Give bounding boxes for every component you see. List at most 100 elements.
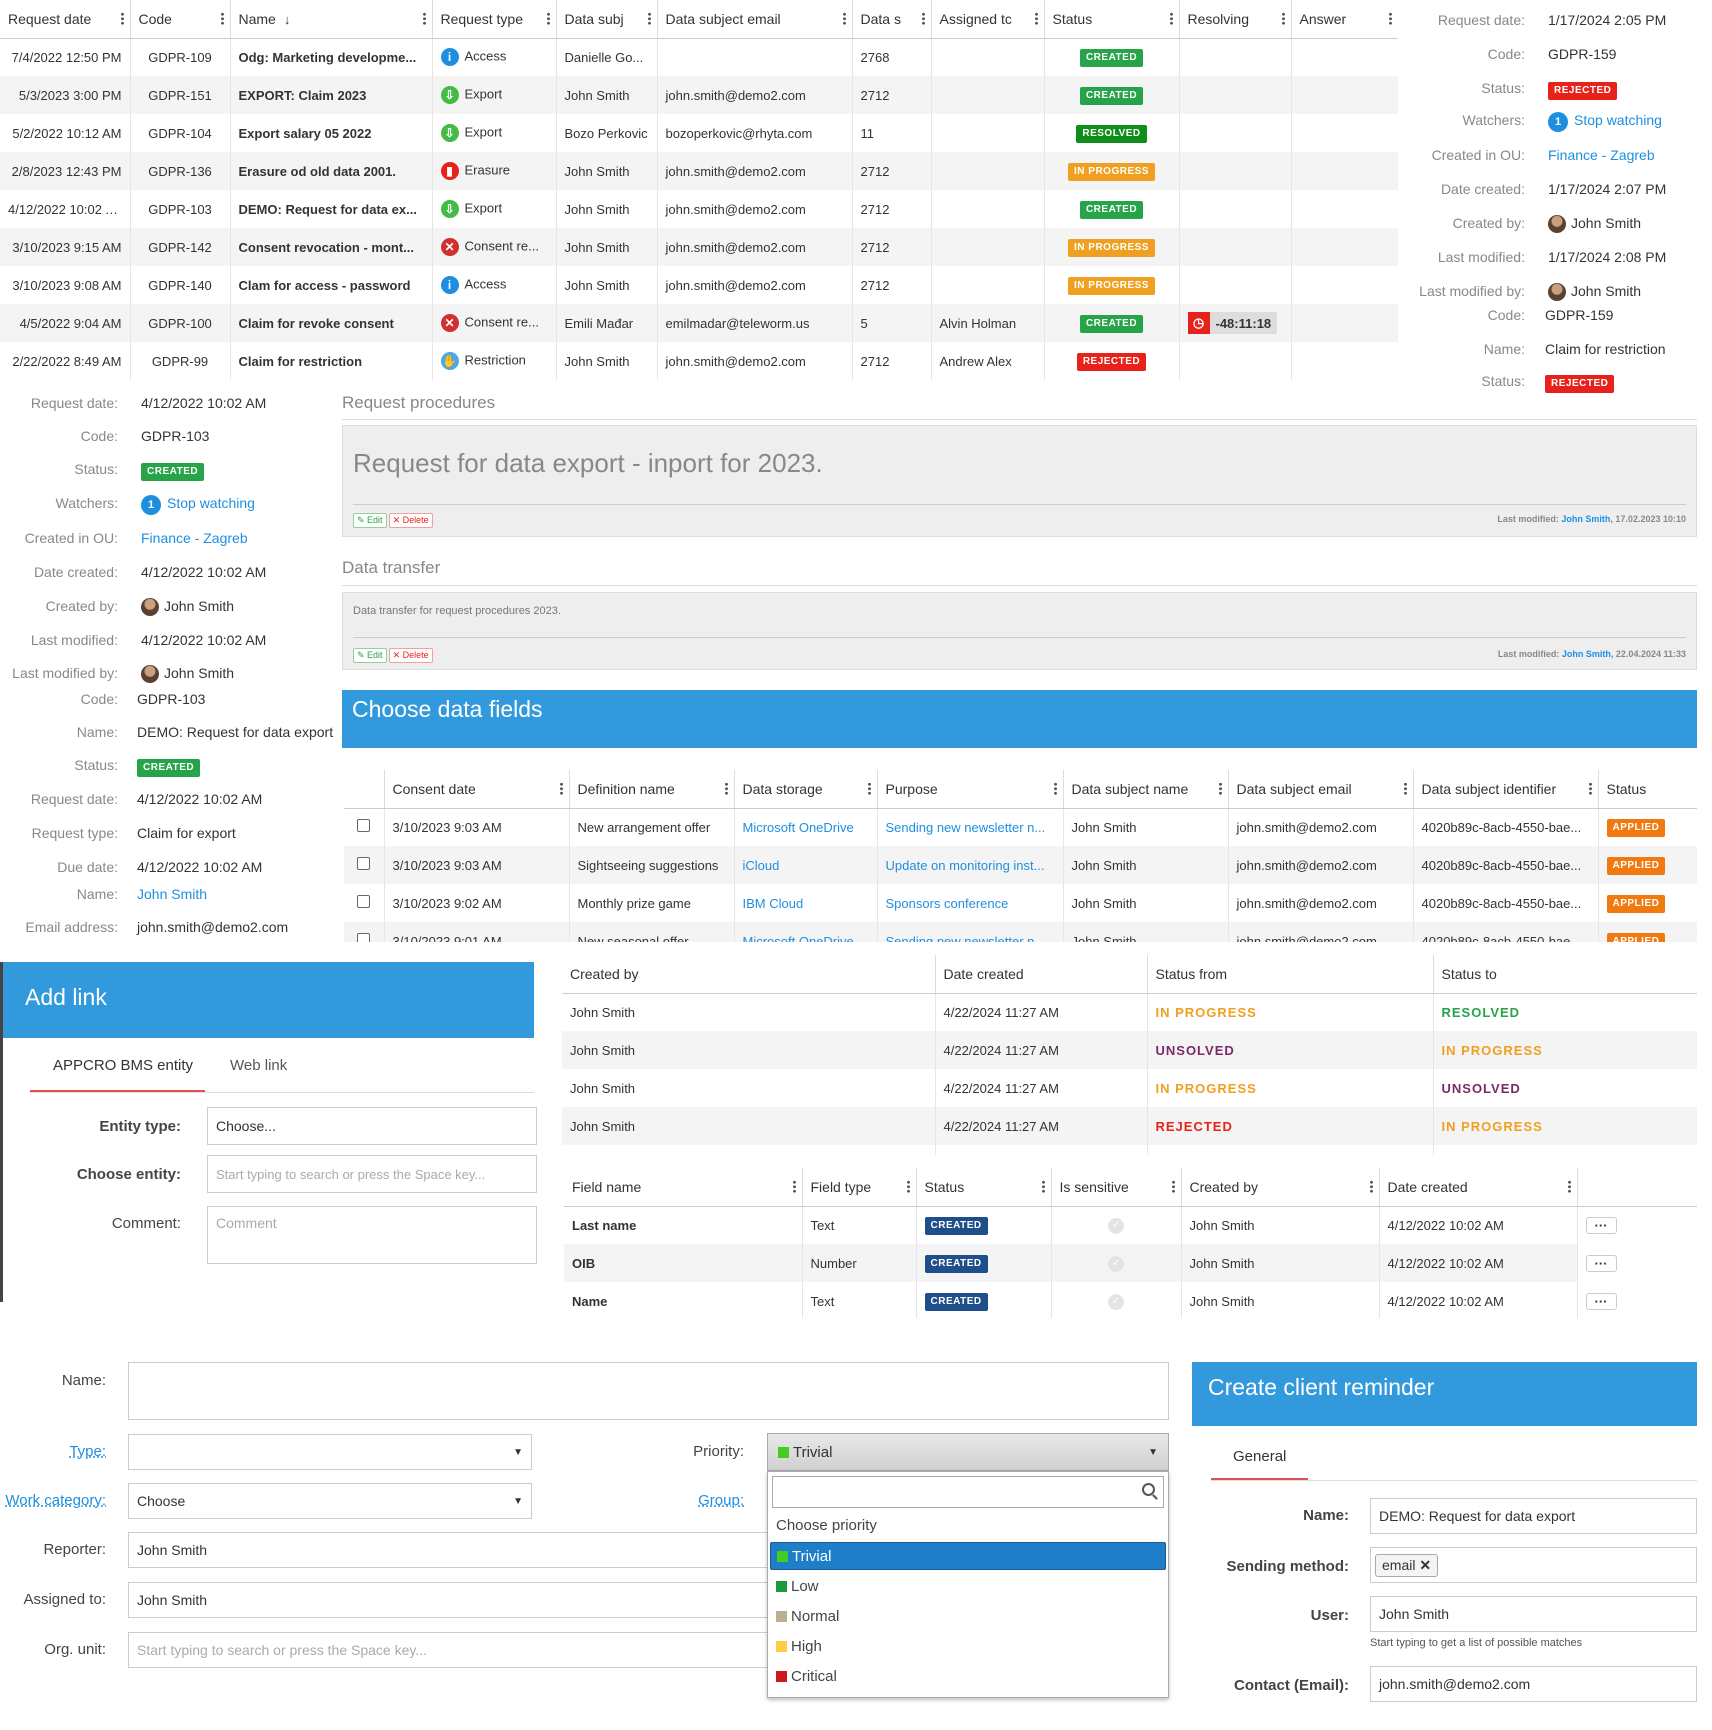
subject-name-link[interactable]: John Smith — [137, 886, 208, 902]
modified-user-link[interactable]: John Smith — [1561, 514, 1611, 524]
priority-option-low[interactable]: Low — [770, 1572, 1166, 1600]
column-menu-icon[interactable] — [867, 782, 871, 795]
name-cell[interactable]: DEMO: Request for data ex... — [230, 190, 433, 228]
column-header[interactable]: Code — [130, 0, 231, 39]
column-menu-icon[interactable] — [1041, 1180, 1045, 1193]
name-cell[interactable]: Odg: Marketing developme... — [230, 38, 433, 76]
row-checkbox[interactable] — [357, 819, 371, 833]
row-checkbox[interactable] — [357, 857, 371, 870]
row-checkbox[interactable] — [357, 933, 371, 942]
purpose-link[interactable]: Update on monitoring inst... — [877, 846, 1064, 884]
contact-email-input[interactable]: john.smith@demo2.com — [1370, 1666, 1697, 1702]
table-row[interactable]: 4/5/2022 9:04 AM GDPR-100 Claim for revoke… — [0, 304, 1398, 342]
column-header[interactable]: Answer — [1291, 0, 1398, 39]
table-row[interactable]: 3/10/2023 9:02 AM Monthly prize game IBM C… — [344, 884, 1697, 922]
reminder-name-input[interactable]: DEMO: Request for data export — [1370, 1498, 1697, 1534]
column-header[interactable]: Is sensitive — [1051, 1168, 1182, 1207]
column-menu-icon[interactable] — [559, 782, 563, 795]
column-menu-icon[interactable] — [921, 12, 925, 25]
column-header[interactable]: Date created — [1379, 1168, 1578, 1207]
column-menu-icon[interactable] — [1403, 782, 1407, 795]
table-row[interactable]: 7/4/2022 12:50 PM GDPR-109 Odg: Marketing … — [0, 38, 1398, 76]
table-row[interactable]: 3/10/2023 9:03 AM Sightseeing suggestions… — [344, 846, 1697, 884]
row-checkbox[interactable] — [357, 895, 371, 908]
entity-type-select[interactable]: Choose... — [207, 1107, 537, 1145]
name-cell[interactable]: Claim for revoke consent — [230, 304, 433, 342]
column-menu-icon[interactable] — [792, 1180, 796, 1193]
column-header[interactable]: Date created — [935, 955, 1148, 994]
column-header[interactable]: Data subject email — [657, 0, 853, 39]
tab-web-link[interactable]: Web link — [230, 1057, 288, 1074]
data-storage-link[interactable]: Microsoft OneDrive — [734, 922, 878, 942]
column-header[interactable]: Data s — [852, 0, 932, 39]
sending-method-input[interactable]: email ✕ — [1370, 1547, 1697, 1583]
priority-option-trivial[interactable]: Trivial — [770, 1542, 1166, 1570]
tab-appcro-bms-entity[interactable]: APPCRO BMS entity — [53, 1057, 194, 1074]
name-textarea[interactable] — [128, 1362, 1169, 1420]
user-input[interactable]: John Smith — [1370, 1596, 1697, 1632]
column-menu-icon[interactable] — [1053, 782, 1057, 795]
column-header[interactable]: Request type — [432, 0, 557, 39]
name-cell[interactable]: EXPORT: Claim 2023 — [230, 76, 433, 114]
table-row[interactable]: 4/12/2022 10:02 AM GDPR-103 DEMO: Request … — [0, 190, 1398, 228]
column-header[interactable]: Data subj — [556, 0, 658, 39]
column-header[interactable]: Field type — [802, 1168, 917, 1207]
stop-watching-link[interactable]: Stop watching — [1574, 112, 1662, 128]
column-header[interactable]: Assigned tc — [931, 0, 1045, 39]
column-header[interactable]: Status — [1598, 770, 1697, 809]
priority-option-high[interactable]: High — [770, 1632, 1166, 1660]
purpose-link[interactable]: Sending new newsletter n... — [877, 922, 1064, 942]
column-header[interactable]: Definition name — [569, 770, 735, 809]
column-header[interactable]: Resolving — [1179, 0, 1292, 39]
type-select[interactable]: ▼ — [128, 1434, 532, 1470]
column-header[interactable]: Name ↓ — [230, 0, 433, 39]
column-menu-icon[interactable] — [1169, 12, 1173, 25]
column-menu-icon[interactable] — [906, 1180, 910, 1193]
column-header[interactable]: Consent date — [384, 770, 570, 809]
column-menu-icon[interactable] — [1388, 12, 1392, 25]
reporter-input[interactable]: John Smith — [128, 1532, 768, 1568]
column-menu-icon[interactable] — [1034, 12, 1038, 25]
table-row[interactable]: 2/22/2022 8:49 AM GDPR-99 Claim for restri… — [0, 342, 1398, 380]
name-cell[interactable]: Claim for restriction — [230, 342, 433, 380]
more-actions-button[interactable]: ··· — [1585, 1292, 1617, 1310]
column-header[interactable]: Field name — [564, 1168, 803, 1207]
column-header[interactable]: Created by — [1181, 1168, 1380, 1207]
stop-watching-link[interactable]: Stop watching — [167, 495, 255, 511]
table-row[interactable]: 2/8/2023 12:43 PM GDPR-136 Erasure od old … — [0, 152, 1398, 190]
table-row[interactable]: 3/10/2023 9:01 AM New seasonal offer Micro… — [344, 922, 1697, 942]
column-menu-icon[interactable] — [647, 12, 651, 25]
more-actions-button[interactable]: ··· — [1585, 1254, 1617, 1272]
work-category-label[interactable]: Work category: — [5, 1492, 106, 1509]
column-header[interactable]: Purpose — [877, 770, 1064, 809]
data-storage-link[interactable]: Microsoft OneDrive — [734, 808, 878, 846]
table-row[interactable]: 3/10/2023 9:08 AM GDPR-140 Clam for access… — [0, 266, 1398, 304]
edit-button[interactable]: ✎ Edit — [353, 513, 387, 528]
column-menu-icon[interactable] — [1281, 12, 1285, 25]
name-cell[interactable]: Consent revocation - mont... — [230, 228, 433, 266]
comment-textarea[interactable]: Comment — [207, 1206, 537, 1264]
org-unit-input[interactable]: Start typing to search or press the Spac… — [128, 1632, 768, 1668]
name-cell[interactable]: Erasure od old data 2001. — [230, 152, 433, 190]
column-menu-icon[interactable] — [1218, 782, 1222, 795]
column-header[interactable]: Status from — [1147, 955, 1434, 994]
priority-option-critical[interactable]: Critical — [770, 1662, 1166, 1690]
priority-option-normal[interactable]: Normal — [770, 1602, 1166, 1630]
priority-search-input[interactable] — [772, 1476, 1164, 1508]
column-menu-icon[interactable] — [546, 12, 550, 25]
table-row[interactable]: 5/3/2023 3:00 PM GDPR-151 EXPORT: Claim 20… — [0, 76, 1398, 114]
column-menu-icon[interactable] — [1369, 1180, 1373, 1193]
column-menu-icon[interactable] — [842, 12, 846, 25]
column-header[interactable]: Status to — [1433, 955, 1697, 994]
edit-button[interactable]: ✎ Edit — [353, 648, 387, 663]
column-menu-icon[interactable] — [1171, 1180, 1175, 1193]
column-header[interactable]: Data storage — [734, 770, 878, 809]
choose-entity-input[interactable]: Start typing to search or press the Spac… — [207, 1155, 537, 1193]
column-header[interactable]: Data subject name — [1063, 770, 1229, 809]
table-row[interactable]: 3/10/2023 9:03 AM New arrangement offer Mi… — [344, 808, 1697, 846]
delete-button[interactable]: ✕ Delete — [388, 513, 433, 528]
column-menu-icon[interactable] — [724, 782, 728, 795]
column-menu-icon[interactable] — [220, 12, 224, 25]
priority-select[interactable]: Trivial ▼ — [767, 1433, 1169, 1471]
table-row[interactable]: 3/10/2023 9:15 AM GDPR-142 Consent revocat… — [0, 228, 1398, 266]
